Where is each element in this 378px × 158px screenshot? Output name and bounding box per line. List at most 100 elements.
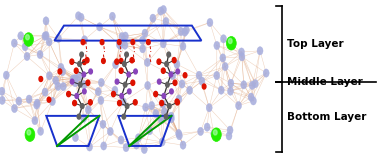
Circle shape	[101, 142, 107, 150]
Circle shape	[11, 39, 17, 47]
Circle shape	[176, 129, 182, 138]
Circle shape	[228, 79, 234, 87]
Circle shape	[167, 52, 170, 57]
Circle shape	[112, 91, 115, 97]
Circle shape	[83, 89, 86, 94]
Circle shape	[115, 59, 119, 64]
Circle shape	[119, 68, 123, 73]
Circle shape	[70, 75, 76, 83]
Circle shape	[42, 32, 48, 40]
Circle shape	[161, 108, 167, 116]
Circle shape	[218, 86, 224, 94]
Circle shape	[119, 32, 125, 41]
Circle shape	[183, 73, 187, 78]
Circle shape	[27, 130, 31, 135]
Circle shape	[176, 95, 182, 103]
Circle shape	[58, 69, 62, 74]
Circle shape	[180, 42, 186, 50]
Circle shape	[239, 48, 245, 56]
Circle shape	[98, 96, 104, 104]
Circle shape	[78, 13, 84, 21]
Circle shape	[176, 69, 180, 74]
Circle shape	[60, 82, 66, 91]
Circle shape	[82, 72, 85, 77]
Circle shape	[58, 63, 64, 72]
Circle shape	[116, 40, 122, 49]
Circle shape	[227, 126, 233, 134]
Circle shape	[24, 33, 34, 46]
Circle shape	[122, 41, 128, 49]
Circle shape	[70, 79, 74, 84]
Circle shape	[85, 58, 89, 63]
Circle shape	[127, 72, 130, 77]
Circle shape	[164, 114, 168, 119]
Circle shape	[214, 41, 220, 50]
Circle shape	[75, 94, 79, 98]
Circle shape	[160, 40, 166, 48]
Circle shape	[117, 41, 123, 49]
Circle shape	[34, 101, 40, 109]
Circle shape	[26, 35, 29, 40]
Circle shape	[154, 91, 158, 97]
Circle shape	[67, 91, 70, 97]
Text: Middle Layer: Middle Layer	[287, 77, 363, 87]
Circle shape	[123, 143, 129, 152]
Circle shape	[53, 76, 59, 85]
Circle shape	[187, 86, 193, 94]
Circle shape	[79, 82, 82, 87]
Circle shape	[159, 138, 165, 146]
Circle shape	[169, 72, 173, 77]
Circle shape	[211, 128, 221, 141]
Circle shape	[97, 23, 102, 31]
Circle shape	[183, 26, 189, 34]
Circle shape	[160, 100, 164, 106]
Circle shape	[47, 97, 51, 102]
Circle shape	[131, 80, 135, 85]
Circle shape	[0, 87, 5, 95]
Circle shape	[72, 79, 78, 87]
Circle shape	[100, 40, 104, 45]
Circle shape	[80, 52, 84, 57]
Circle shape	[198, 127, 204, 136]
Circle shape	[204, 123, 210, 131]
Circle shape	[140, 45, 146, 53]
Circle shape	[76, 12, 81, 20]
Circle shape	[178, 27, 184, 36]
Circle shape	[43, 17, 49, 25]
Circle shape	[214, 71, 220, 80]
Circle shape	[46, 72, 53, 80]
Circle shape	[88, 100, 92, 105]
Circle shape	[112, 86, 118, 94]
Circle shape	[73, 100, 76, 106]
Circle shape	[50, 97, 56, 106]
Circle shape	[125, 52, 128, 57]
Circle shape	[177, 132, 183, 140]
Circle shape	[107, 127, 113, 136]
Circle shape	[241, 81, 247, 89]
Circle shape	[82, 36, 87, 44]
Circle shape	[118, 100, 121, 106]
Circle shape	[25, 128, 35, 141]
Circle shape	[206, 103, 212, 112]
Circle shape	[174, 60, 180, 68]
Circle shape	[175, 100, 179, 105]
Circle shape	[182, 28, 188, 36]
Circle shape	[127, 89, 131, 94]
Circle shape	[78, 61, 81, 66]
Circle shape	[249, 81, 255, 90]
Circle shape	[72, 75, 78, 83]
Circle shape	[239, 53, 245, 61]
Circle shape	[143, 103, 149, 111]
Circle shape	[207, 18, 213, 27]
Circle shape	[158, 79, 161, 84]
Circle shape	[74, 68, 78, 73]
Circle shape	[135, 134, 141, 142]
Circle shape	[160, 100, 166, 108]
Circle shape	[81, 40, 85, 45]
Circle shape	[144, 58, 150, 67]
Circle shape	[168, 115, 174, 123]
Circle shape	[130, 58, 134, 63]
Circle shape	[120, 97, 126, 106]
Circle shape	[34, 99, 40, 107]
Circle shape	[122, 114, 125, 119]
